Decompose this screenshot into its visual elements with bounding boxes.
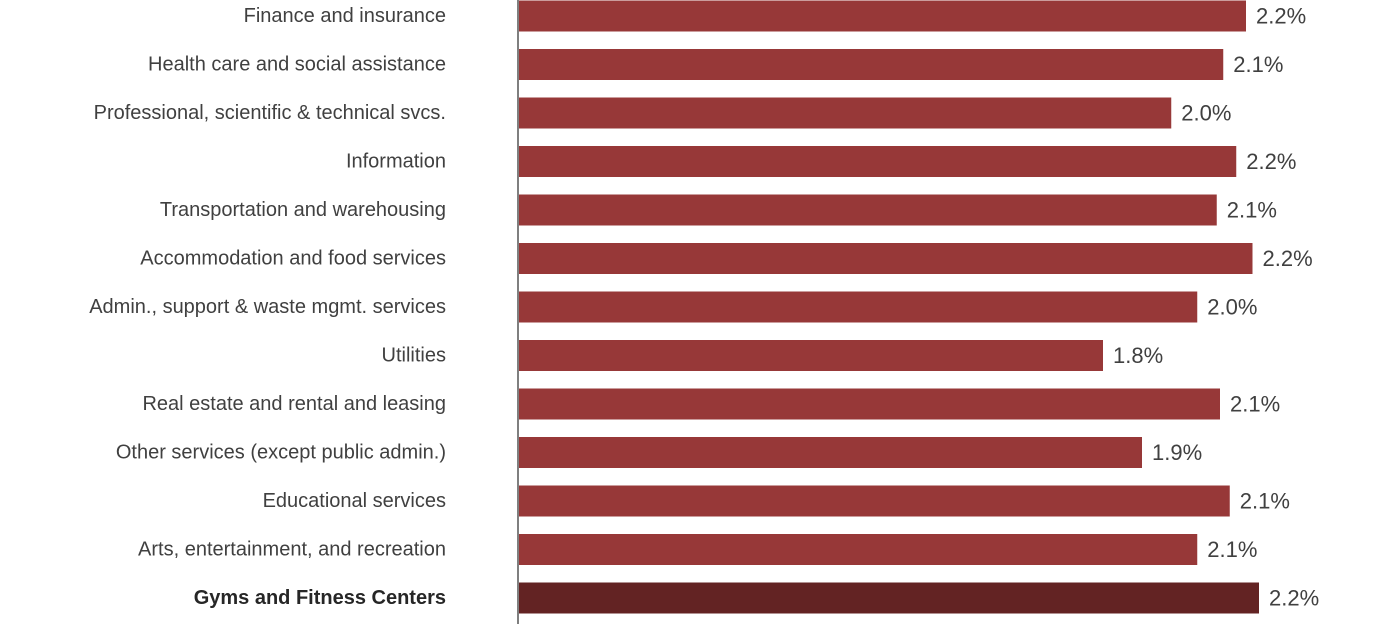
- value-label: 1.9%: [1152, 440, 1202, 465]
- bar-8: [518, 388, 1220, 420]
- category-label: Utilities: [382, 345, 446, 367]
- bar-12: [518, 582, 1259, 614]
- value-label: 2.1%: [1227, 198, 1277, 223]
- value-label: 2.1%: [1240, 489, 1290, 514]
- value-label: 2.2%: [1246, 149, 1296, 174]
- category-label: Professional, scientific & technical svc…: [94, 102, 446, 124]
- bars-group: [518, 0, 1259, 614]
- bar-2: [518, 97, 1172, 129]
- category-labels-group: Finance and insurance Health care and soc…: [89, 5, 446, 609]
- category-label: Educational services: [263, 490, 446, 512]
- bar-5: [518, 243, 1253, 274]
- bar-11: [518, 534, 1198, 565]
- category-label: Real estate and rental and leasing: [142, 393, 446, 415]
- bar-9: [518, 437, 1142, 468]
- bar-3: [518, 146, 1237, 177]
- value-label: 2.1%: [1233, 52, 1283, 77]
- bar-4: [518, 194, 1217, 226]
- bar-1: [518, 49, 1224, 80]
- value-label: 2.1%: [1207, 537, 1257, 562]
- value-label: 1.8%: [1113, 343, 1163, 368]
- category-label: Accommodation and food services: [140, 248, 446, 270]
- value-label: 2.1%: [1230, 392, 1280, 417]
- category-label: Arts, entertainment, and recreation: [138, 539, 446, 561]
- value-label: 2.0%: [1207, 295, 1257, 320]
- bar-10: [518, 485, 1230, 517]
- bar-6: [518, 291, 1198, 323]
- category-label: Health care and social assistance: [148, 54, 446, 76]
- category-label: Admin., support & waste mgmt. services: [89, 296, 446, 318]
- category-label: Other services (except public admin.): [116, 442, 446, 464]
- bar-0: [518, 0, 1246, 32]
- value-label: 2.2%: [1263, 246, 1313, 271]
- category-label: Gyms and Fitness Centers: [194, 587, 446, 609]
- bar-7: [518, 340, 1103, 371]
- value-label: 2.0%: [1181, 101, 1231, 126]
- category-label: Finance and insurance: [244, 5, 446, 27]
- value-label: 2.2%: [1269, 586, 1319, 611]
- category-label: Information: [346, 151, 446, 173]
- value-labels-group: 2.2%2.1%2.0%2.2%2.1%2.2%2.0%1.8%2.1%1.9%…: [1113, 4, 1319, 611]
- value-label: 2.2%: [1256, 4, 1306, 29]
- category-label: Transportation and warehousing: [160, 199, 446, 221]
